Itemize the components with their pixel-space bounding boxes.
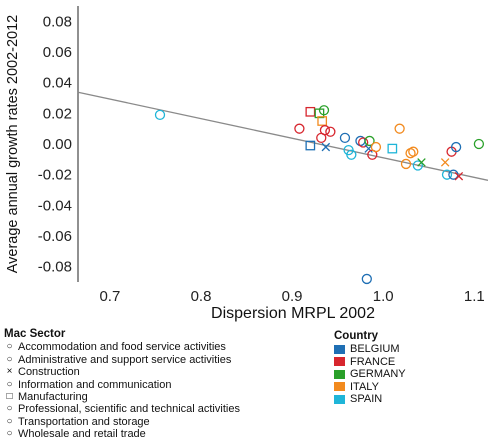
data-point [408, 146, 419, 157]
data-point [417, 158, 426, 167]
color-swatch-icon [334, 382, 345, 392]
data-point [440, 158, 450, 167]
color-swatch-icon [334, 369, 345, 379]
y-tick-label: 0.04 [43, 75, 72, 92]
country-legend-item: GERMANY [334, 368, 406, 380]
legend-label: Construction [18, 366, 80, 379]
color-swatch-icon [334, 394, 345, 404]
legend-symbol-icon: ○ [6, 353, 13, 365]
x-tick-label: 1.0 [373, 288, 394, 305]
mac-sector-legend-item: ○ Accommodation and food service activiti… [4, 341, 240, 353]
data-points [154, 105, 485, 285]
legend-symbol-icon: ○ [6, 341, 13, 353]
x-tick-label: 0.8 [191, 288, 212, 305]
data-point [361, 273, 372, 285]
data-point [441, 169, 453, 180]
mac-sector-legend-item: □ Manufacturing [4, 391, 240, 403]
legend-label: Administrative and support service activ… [18, 353, 232, 366]
data-point [305, 140, 316, 151]
y-tick-label: -0.04 [38, 197, 72, 214]
data-point [318, 105, 330, 116]
y-tick-label: 0.02 [43, 105, 72, 122]
x-tick-label: 0.9 [282, 288, 303, 305]
legend-label: ITALY [350, 380, 379, 393]
data-point [400, 158, 412, 170]
data-point [412, 160, 423, 171]
scatter-chart: 0.08 0.06 0.04 0.02 0.00 -0.02 -0.04 -0.06 -0.08… [5, 6, 488, 322]
legend-symbol-icon: ○ [6, 378, 13, 390]
y-tick-label: -0.08 [38, 259, 72, 276]
data-point [454, 171, 464, 181]
y-tick-label: -0.02 [38, 167, 72, 184]
legend-symbol-icon: ○ [6, 415, 13, 427]
color-swatch-icon [334, 345, 345, 355]
data-point [317, 116, 328, 126]
x-axis-ticks: 0.7 0.8 0.9 1.0 1.1 [99, 288, 484, 305]
legend-label: BELGIUM [350, 343, 400, 356]
data-point [316, 132, 327, 144]
legend-label: GERMANY [350, 368, 406, 381]
mac-sector-legend: Mac Sector ○ Accommodation and food servi… [4, 328, 240, 441]
y-axis-ticks: 0.08 0.06 0.04 0.02 0.00 -0.02 -0.04 -0.06 -0.08 [38, 13, 72, 275]
country-legend: Country BELGIUM FRANCE GERMANY ITALY SPAIN [334, 330, 406, 405]
legend-symbol-icon: ○ [6, 428, 13, 440]
mac-sector-legend-item: × Construction [4, 366, 240, 378]
y-tick-label: 0.08 [43, 13, 72, 30]
country-legend-item: BELGIUM [334, 343, 406, 355]
data-point [473, 138, 485, 150]
data-point [364, 135, 375, 147]
data-point [358, 137, 369, 148]
legend-label: Transportation and storage [18, 415, 150, 428]
country-legend-item: SPAIN [334, 393, 406, 405]
mac-sector-legend-item: ○ Wholesale and retail trade [4, 428, 240, 440]
data-point [294, 123, 305, 134]
country-legend-title: Country [334, 330, 379, 342]
mac-sector-legend-item: ○ Administrative and support service acti… [4, 354, 240, 366]
y-axis-title: Average annual growth rates 2002-2012 [5, 15, 21, 274]
data-point [305, 106, 316, 117]
data-point [394, 123, 405, 134]
data-point [450, 141, 462, 153]
x-axis-title: Dispersion MRPL 2002 [211, 305, 375, 322]
mac-sector-legend-title: Mac Sector [4, 328, 66, 340]
trend-line [77, 91, 488, 181]
y-tick-label: 0.06 [43, 44, 72, 61]
legend-symbol-icon: □ [6, 390, 13, 402]
y-tick-label: 0.00 [43, 136, 72, 153]
x-tick-label: 1.1 [464, 288, 485, 305]
legend-label: SPAIN [350, 392, 383, 405]
y-tick-label: -0.06 [38, 228, 72, 245]
country-legend-item: FRANCE [334, 356, 406, 368]
legend-label: Manufacturing [18, 390, 88, 403]
legend-label: Accommodation and food service activitie… [18, 341, 226, 354]
color-swatch-icon [334, 357, 345, 367]
data-point [321, 142, 331, 152]
data-point [339, 132, 351, 144]
mac-sector-legend-item: ○ Professional, scientific and technical … [4, 403, 240, 416]
data-point [346, 149, 357, 160]
legend-label: FRANCE [350, 355, 396, 368]
x-tick-label: 0.7 [99, 288, 120, 305]
mac-sector-legend-item: ○ Transportation and storage [4, 416, 240, 428]
mac-sector-legend-item: ○ Information and communication [4, 379, 240, 391]
legend-symbol-icon: ○ [6, 403, 13, 415]
data-point [387, 143, 398, 154]
data-point [405, 148, 416, 159]
legend-symbol-icon: × [6, 366, 13, 378]
legend-label: Wholesale and retail trade [18, 428, 146, 441]
legend-label: Information and communication [18, 378, 172, 391]
data-point [325, 126, 336, 137]
data-point [370, 141, 382, 153]
country-legend-item: ITALY [334, 381, 406, 393]
data-point [154, 109, 166, 121]
legend-label: Professional, scientific and technical a… [18, 403, 240, 416]
